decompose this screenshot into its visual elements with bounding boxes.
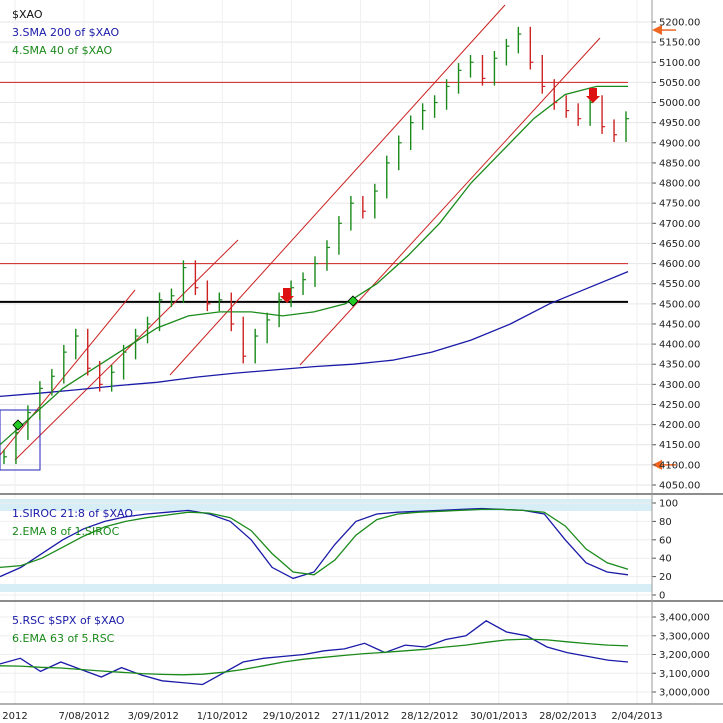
y-tick-label: 5100.00: [659, 58, 700, 69]
x-tick-label: 3/09/2012: [128, 711, 179, 722]
y-tick-label: 3,000,000: [659, 688, 710, 699]
x-tick-label: 30/01/2013: [470, 711, 528, 722]
y-tick-label: 4900.00: [659, 138, 700, 149]
y-tick-label: 4750.00: [659, 199, 700, 210]
y-tick-label: 4150.00: [659, 440, 700, 451]
trend-channel-line: [169, 4, 506, 376]
buy-signal-diamond: [12, 419, 24, 431]
y-tick-label: 4850.00: [659, 158, 700, 169]
x-tick-label: 7/08/2012: [58, 711, 109, 722]
trend-channel-line: [14, 239, 239, 461]
legend-siroc: 1.SIROC 21:8 of $XAO: [12, 507, 133, 520]
y-tick-label: 3,100,000: [659, 669, 710, 680]
x-tick-label: 27/11/2012: [332, 711, 390, 722]
y-tick-label: 40: [659, 554, 672, 565]
y-tick-label: 4400.00: [659, 340, 700, 351]
y-tick-label: 4350.00: [659, 360, 700, 371]
x-tick-label: 2012: [2, 711, 27, 722]
main-title: $XAO: [12, 8, 43, 21]
legend-rsc: 5.RSC $SPX of $XAO: [12, 614, 125, 627]
y-tick-label: 3,200,000: [659, 650, 710, 661]
y-tick-label: 20: [659, 572, 672, 583]
y-tick-label: 4800.00: [659, 179, 700, 190]
y-tick-label: 4300.00: [659, 380, 700, 391]
y-tick-label: 5200.00: [659, 18, 700, 29]
price-panel[interactable]: 5200.00 5150.00 5100.00 5050.00 5000.00 4950.…: [0, 0, 700, 704]
y-tick-label: 4700.00: [659, 219, 700, 230]
rsc-line: [0, 620, 629, 686]
rsc-panel[interactable]: 3,400,000 3,300,000 3,200,000 3,100,000 3,00…: [0, 613, 710, 699]
legend-sma200: 3.SMA 200 of $XAO: [12, 26, 119, 39]
y-tick-label: 4600.00: [659, 259, 700, 270]
legend-ema8: 2.EMA 8 of 1.SIROC: [12, 525, 120, 538]
sell-signal-arrow: [280, 288, 294, 303]
price-markers: [12, 25, 676, 470]
sell-signal-arrow: [586, 88, 600, 103]
y-tick-label: 5050.00: [659, 78, 700, 89]
ema8-line: [0, 508, 629, 576]
y-tick-label: 4550.00: [659, 279, 700, 290]
y-tick-label: 4500.00: [659, 299, 700, 310]
siroc-panel[interactable]: 100 80 60 40 20 0 1.SIROC 21:8 of $XAO 2.EMA …: [0, 499, 678, 602]
x-tick-label: 2/04/2013: [611, 711, 662, 722]
trend-channel-line: [0, 289, 136, 456]
x-axis: 2012 7/08/2012 3/09/2012 1/10/2012 29/10/201…: [2, 711, 662, 722]
y-tick-label: 80: [659, 517, 672, 528]
x-tick-label: 28/02/2013: [539, 711, 597, 722]
x-tick-label: 29/10/2012: [263, 711, 321, 722]
x-tick-label: 1/10/2012: [197, 711, 248, 722]
y-tick-label: 5150.00: [659, 38, 700, 49]
buy-signal-diamond: [347, 295, 359, 307]
y-tick-label: 4200.00: [659, 420, 700, 431]
y-tick-label: 4250.00: [659, 400, 700, 411]
y-tick-label: 4650.00: [659, 239, 700, 250]
overbought-band: [0, 499, 652, 511]
ema63-line: [0, 638, 629, 676]
price-marker-arrow: [652, 459, 662, 470]
highlight-box: [0, 409, 41, 471]
sma200-line: [0, 270, 629, 398]
price-marker-arrow: [652, 25, 662, 36]
legend-ema63: 6.EMA 63 of 5.RSC: [12, 632, 115, 645]
y-tick-label: 4100.00: [659, 460, 700, 471]
y-tick-label: 100: [659, 499, 678, 510]
trend-channels: [0, 4, 601, 471]
sma40-line: [0, 85, 628, 446]
y-tick-label: 4950.00: [659, 118, 700, 129]
y-tick-label: 4050.00: [659, 481, 700, 492]
y-tick-label: 3,400,000: [659, 613, 710, 624]
y-tick-label: 4450.00: [659, 319, 700, 330]
y-tick-label: 0: [659, 591, 665, 602]
y-tick-label: 60: [659, 535, 672, 546]
x-tick-label: 28/12/2012: [401, 711, 459, 722]
y-tick-label: 5000.00: [659, 98, 700, 109]
legend-sma40: 4.SMA 40 of $XAO: [12, 44, 112, 57]
oversold-band: [0, 584, 652, 592]
trend-channel-line: [299, 37, 601, 366]
y-tick-label: 3,300,000: [659, 631, 710, 642]
